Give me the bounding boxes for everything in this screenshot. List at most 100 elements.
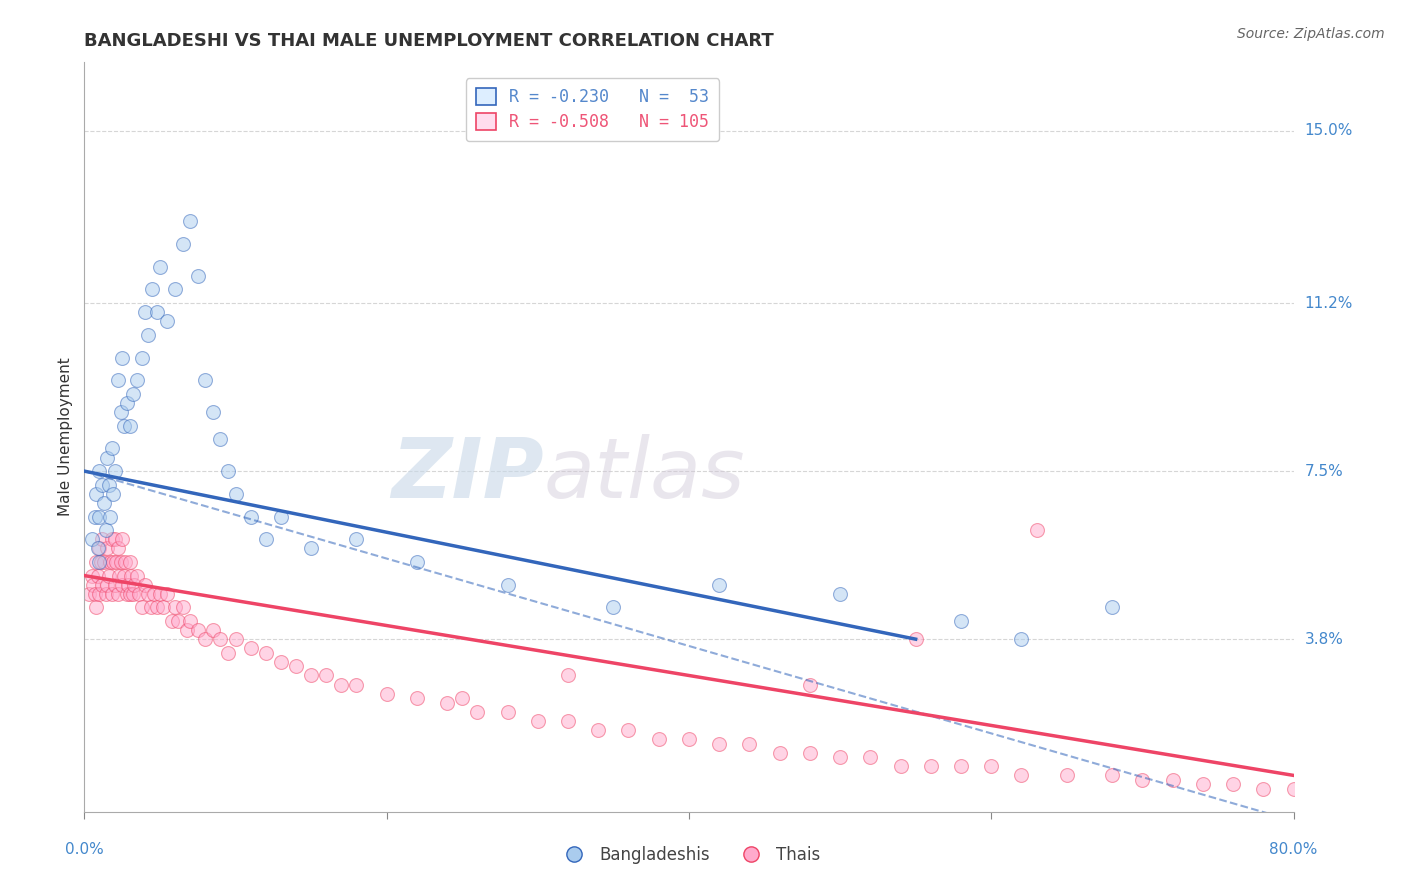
Point [950, 759, 973, 773]
Point [89, 587, 111, 601]
Point [330, 677, 353, 691]
Point [121, 387, 143, 401]
Point [89, 464, 111, 478]
Point [160, 614, 183, 628]
Point [709, 577, 731, 591]
Point [134, 305, 156, 319]
Point [146, 305, 169, 319]
Point [678, 732, 700, 747]
Point [602, 600, 624, 615]
Text: 3.8%: 3.8% [1305, 632, 1344, 647]
Point [1282, 782, 1305, 797]
Point [118, 587, 141, 601]
Point [194, 632, 217, 647]
Point [134, 577, 156, 591]
Point [239, 641, 262, 656]
Point [270, 655, 292, 669]
Point [527, 714, 550, 728]
Point [172, 237, 194, 252]
Point [98, 509, 121, 524]
Point [176, 623, 198, 637]
Point [1130, 772, 1153, 787]
Point [1011, 632, 1033, 647]
Point [557, 714, 579, 728]
Point [136, 327, 159, 342]
Point [121, 587, 143, 601]
Legend: Bangladeshis, Thais: Bangladeshis, Thais [551, 839, 827, 871]
Point [738, 737, 761, 751]
Point [254, 533, 277, 547]
Point [100, 442, 122, 456]
Point [96, 450, 118, 465]
Point [1056, 768, 1078, 782]
Point [146, 600, 169, 615]
Point [91, 533, 114, 547]
Point [93, 496, 115, 510]
Point [201, 405, 224, 419]
Point [920, 759, 942, 773]
Point [107, 587, 129, 601]
Point [111, 351, 134, 365]
Point [769, 746, 792, 760]
Point [96, 541, 118, 556]
Point [86, 600, 108, 615]
Point [904, 632, 927, 647]
Point [87, 568, 110, 582]
Point [167, 614, 190, 628]
Point [127, 373, 149, 387]
Text: 11.2%: 11.2% [1305, 295, 1353, 310]
Point [77, 587, 100, 601]
Point [100, 587, 122, 601]
Point [94, 523, 117, 537]
Point [97, 568, 120, 582]
Point [375, 687, 398, 701]
Point [1222, 777, 1244, 791]
Point [80, 568, 103, 582]
Point [557, 668, 579, 682]
Point [1025, 523, 1047, 537]
Text: 0.0%: 0.0% [65, 842, 104, 857]
Text: 80.0%: 80.0% [1270, 842, 1317, 857]
Point [111, 533, 134, 547]
Point [127, 568, 149, 582]
Point [156, 314, 179, 328]
Point [648, 732, 671, 747]
Point [136, 587, 159, 601]
Point [165, 283, 187, 297]
Point [82, 577, 104, 591]
Point [111, 577, 134, 591]
Point [194, 373, 217, 387]
Point [86, 555, 108, 569]
Point [217, 464, 239, 478]
Point [104, 577, 127, 591]
Point [149, 260, 172, 274]
Point [285, 659, 308, 673]
Text: BANGLADESHI VS THAI MALE UNEMPLOYMENT CORRELATION CHART: BANGLADESHI VS THAI MALE UNEMPLOYMENT CO… [84, 32, 775, 50]
Point [270, 509, 292, 524]
Point [346, 677, 368, 691]
Point [91, 577, 114, 591]
Point [830, 587, 852, 601]
Point [225, 487, 247, 501]
Point [84, 587, 107, 601]
Point [950, 614, 973, 628]
Point [142, 587, 165, 601]
Point [89, 541, 111, 556]
Point [87, 541, 110, 556]
Point [406, 555, 429, 569]
Text: atlas: atlas [544, 434, 745, 515]
Point [128, 587, 150, 601]
Point [115, 396, 138, 410]
Point [101, 487, 124, 501]
Point [496, 705, 519, 719]
Text: 7.5%: 7.5% [1305, 464, 1343, 479]
Point [1101, 600, 1123, 615]
Point [97, 477, 120, 491]
Point [118, 555, 141, 569]
Point [1192, 777, 1215, 791]
Text: Source: ZipAtlas.com: Source: ZipAtlas.com [1237, 27, 1385, 41]
Point [94, 587, 117, 601]
Point [1101, 768, 1123, 782]
Point [830, 750, 852, 764]
Point [315, 668, 337, 682]
